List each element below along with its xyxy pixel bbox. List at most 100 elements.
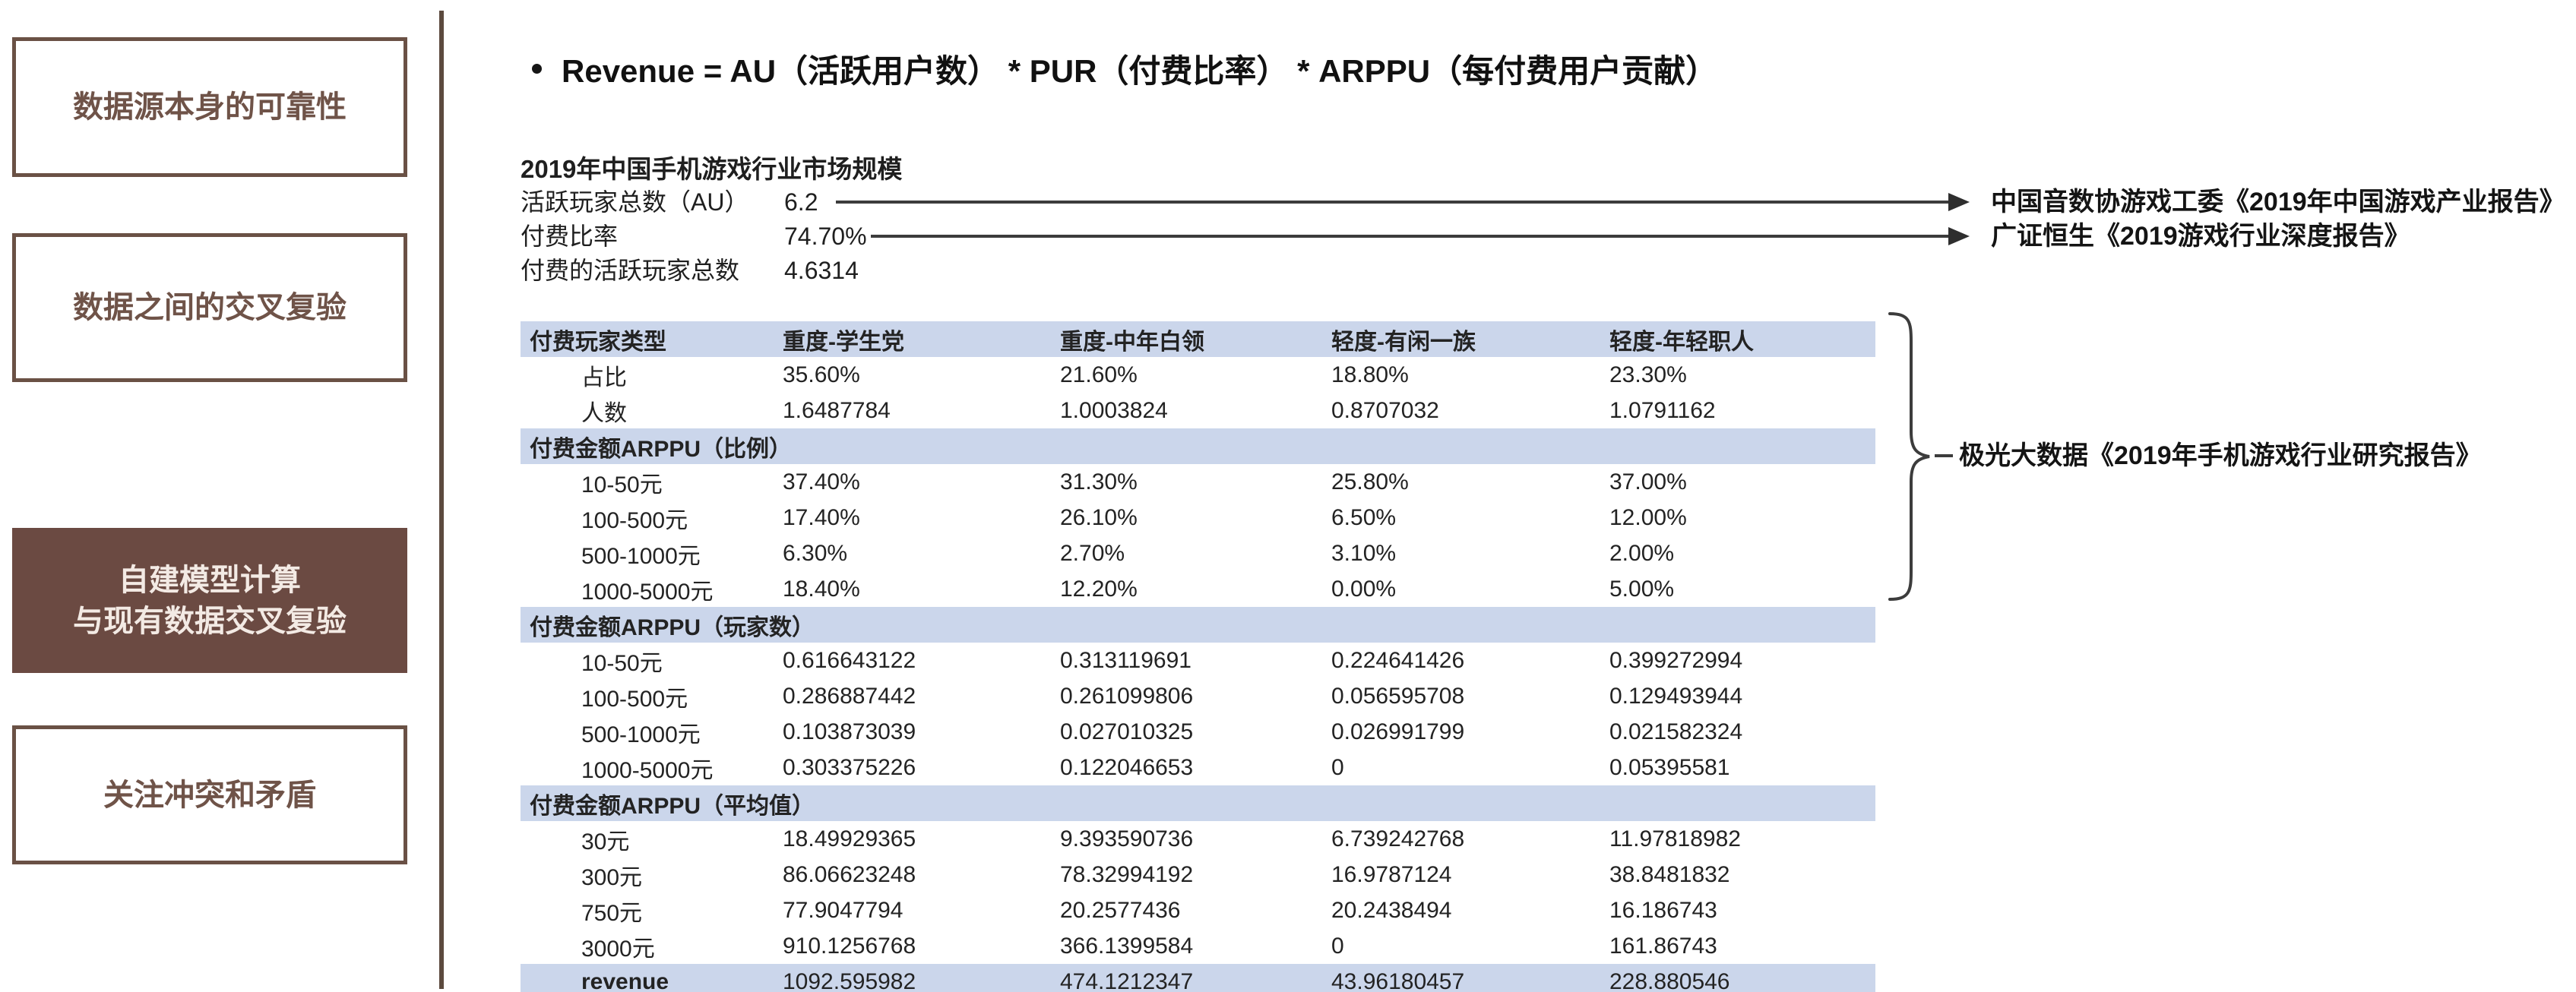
cell-value: 26.10%	[1060, 504, 1138, 530]
table-row: 100-500元 17.40% 26.10% 6.50% 12.00%	[521, 500, 1875, 535]
cell-value: 0.027010325	[1060, 719, 1194, 744]
cell-value: 20.2438494	[1331, 897, 1452, 923]
cell-value: 12.00%	[1609, 504, 1687, 530]
cell-value: 366.1399584	[1060, 933, 1194, 959]
cell-value: 161.86743	[1609, 933, 1717, 959]
market-row-pur: 付费比率 74.70%	[521, 220, 902, 254]
table-section-row: 付费金额ARPPU（比例）	[521, 428, 1875, 464]
cell-value: 2.70%	[1060, 540, 1125, 566]
cell-value: 78.32994192	[1060, 861, 1194, 887]
cell-value: 0.286887442	[783, 683, 916, 709]
table-row: 1000-5000元 18.40% 12.20% 0.00% 5.00%	[521, 571, 1875, 607]
row-label: revenue	[581, 968, 669, 992]
cell-value: 0.129493944	[1609, 683, 1743, 709]
sidebar-box-data-source: 数据源本身的可靠性	[12, 37, 407, 177]
table-row: 1000-5000元 0.303375226 0.122046653 0 0.0…	[521, 750, 1875, 785]
market-row-label: 付费比率	[521, 223, 619, 250]
row-label: 占比	[581, 365, 627, 390]
table-row: 占比 35.60% 21.60% 18.80% 23.30%	[521, 357, 1875, 393]
table-row: 30元 18.49929365 9.393590736 6.739242768 …	[521, 821, 1875, 857]
column-header: 轻度-年轻职人	[1609, 329, 1754, 355]
arrow-line-au	[836, 201, 1948, 204]
source-label-au: 中国音数协游戏工委《2019年中国游戏产业报告》	[1991, 188, 2565, 216]
cell-value: 21.60%	[1060, 362, 1138, 387]
cell-value: 228.880546	[1609, 968, 1730, 992]
cell-value: 1.0003824	[1060, 397, 1168, 423]
cell-value: 0.056595708	[1331, 683, 1465, 709]
cell-value: 3.10%	[1331, 540, 1397, 566]
market-row-value: 6.2	[784, 188, 818, 216]
arrow-line-pur	[871, 235, 1948, 238]
row-label: 10-50元	[581, 472, 663, 498]
row-label: 1000-5000元	[581, 579, 714, 605]
revenue-row: revenue 1092.595982 474.1212347 43.96180…	[521, 964, 1875, 992]
brace-tick	[1935, 454, 1953, 457]
cell-value: 38.8481832	[1609, 861, 1730, 887]
table-row: 3000元 910.1256768 366.1399584 0 161.8674…	[521, 928, 1875, 964]
cell-value: 16.9787124	[1331, 861, 1452, 887]
column-header: 付费玩家类型	[530, 329, 666, 355]
cell-value: 0	[1331, 933, 1344, 959]
sidebar-box-label: 数据源本身的可靠性	[73, 90, 347, 124]
cell-value: 77.9047794	[783, 897, 903, 923]
cell-value: 0.224641426	[1331, 647, 1465, 673]
cell-value: 0.026991799	[1331, 719, 1465, 744]
cell-value: 1092.595982	[783, 968, 916, 992]
cell-value: 910.1256768	[783, 933, 916, 959]
market-row-value: 4.6314	[784, 257, 859, 284]
cell-value: 0.122046653	[1060, 754, 1194, 780]
table-row: 100-500元 0.286887442 0.261099806 0.05659…	[521, 678, 1875, 714]
arrowhead-icon	[1948, 193, 1970, 211]
table-row: 500-1000元 0.103873039 0.027010325 0.0269…	[521, 714, 1875, 750]
cell-value: 0.313119691	[1060, 647, 1191, 673]
section-label: 付费金额ARPPU（比例）	[530, 436, 793, 462]
cell-value: 35.60%	[783, 362, 860, 387]
row-label: 500-1000元	[581, 543, 701, 569]
cell-value: 0.399272994	[1609, 647, 1743, 673]
row-label: 500-1000元	[581, 722, 701, 747]
table-row: 10-50元 37.40% 31.30% 25.80% 37.00%	[521, 464, 1875, 500]
cell-value: 25.80%	[1331, 469, 1409, 494]
row-label: 人数	[581, 400, 627, 426]
cell-value: 1.0791162	[1609, 397, 1716, 423]
table-row: 10-50元 0.616643122 0.313119691 0.2246414…	[521, 643, 1875, 678]
column-header: 轻度-有闲一族	[1331, 329, 1476, 355]
sidebar-box-label: 数据之间的交叉复验	[73, 291, 347, 324]
cell-value: 6.50%	[1331, 504, 1397, 530]
cell-value: 0.261099806	[1060, 683, 1194, 709]
vertical-divider	[439, 11, 444, 989]
market-row-au: 活跃玩家总数（AU） 6.2	[521, 185, 902, 220]
cell-value: 31.30%	[1060, 469, 1138, 494]
cell-value: 9.393590736	[1060, 826, 1194, 851]
cell-value: 23.30%	[1609, 362, 1687, 387]
table-row: 300元 86.06623248 78.32994192 16.9787124 …	[521, 857, 1875, 892]
market-scale-block: 2019年中国手机游戏行业市场规模 活跃玩家总数（AU） 6.2 付费比率 74…	[521, 153, 902, 288]
cell-value: 17.40%	[783, 504, 860, 530]
source-label-pur: 广证恒生《2019游戏行业深度报告》	[1991, 222, 2410, 251]
market-row-paying-players: 付费的活跃玩家总数 4.6314	[521, 254, 902, 288]
section-label: 付费金额ARPPU（玩家数）	[530, 614, 815, 640]
market-row-label: 活跃玩家总数（AU）	[521, 188, 749, 216]
column-header: 重度-学生党	[783, 329, 904, 355]
cell-value: 18.80%	[1331, 362, 1409, 387]
row-label: 1000-5000元	[581, 757, 714, 783]
cell-value: 2.00%	[1609, 540, 1675, 566]
curly-brace-icon	[1888, 312, 1930, 601]
column-header: 重度-中年白领	[1060, 329, 1204, 355]
cell-value: 5.00%	[1609, 576, 1675, 602]
cell-value: 18.40%	[783, 576, 860, 602]
sidebar-box-conflicts: 关注冲突和矛盾	[12, 725, 407, 864]
cell-value: 16.186743	[1609, 897, 1717, 923]
row-label: 30元	[581, 829, 630, 855]
row-label: 10-50元	[581, 650, 663, 676]
source-label-table: 极光大数据《2019年手机游戏行业研究报告》	[1959, 441, 2482, 470]
cell-value: 18.49929365	[783, 826, 916, 851]
sidebar-box-own-model-highlighted: 自建模型计算 与现有数据交叉复验	[12, 528, 407, 673]
cell-value: 0	[1331, 754, 1344, 780]
table-row: 750元 77.9047794 20.2577436 20.2438494 16…	[521, 892, 1875, 928]
payer-table: 付费玩家类型 重度-学生党 重度-中年白领 轻度-有闲一族 轻度-年轻职人 占比…	[521, 321, 1875, 992]
cell-value: 0.05395581	[1609, 754, 1730, 780]
cell-value: 43.96180457	[1331, 968, 1465, 992]
table-row: 500-1000元 6.30% 2.70% 3.10% 2.00%	[521, 535, 1875, 571]
row-label: 100-500元	[581, 507, 688, 533]
